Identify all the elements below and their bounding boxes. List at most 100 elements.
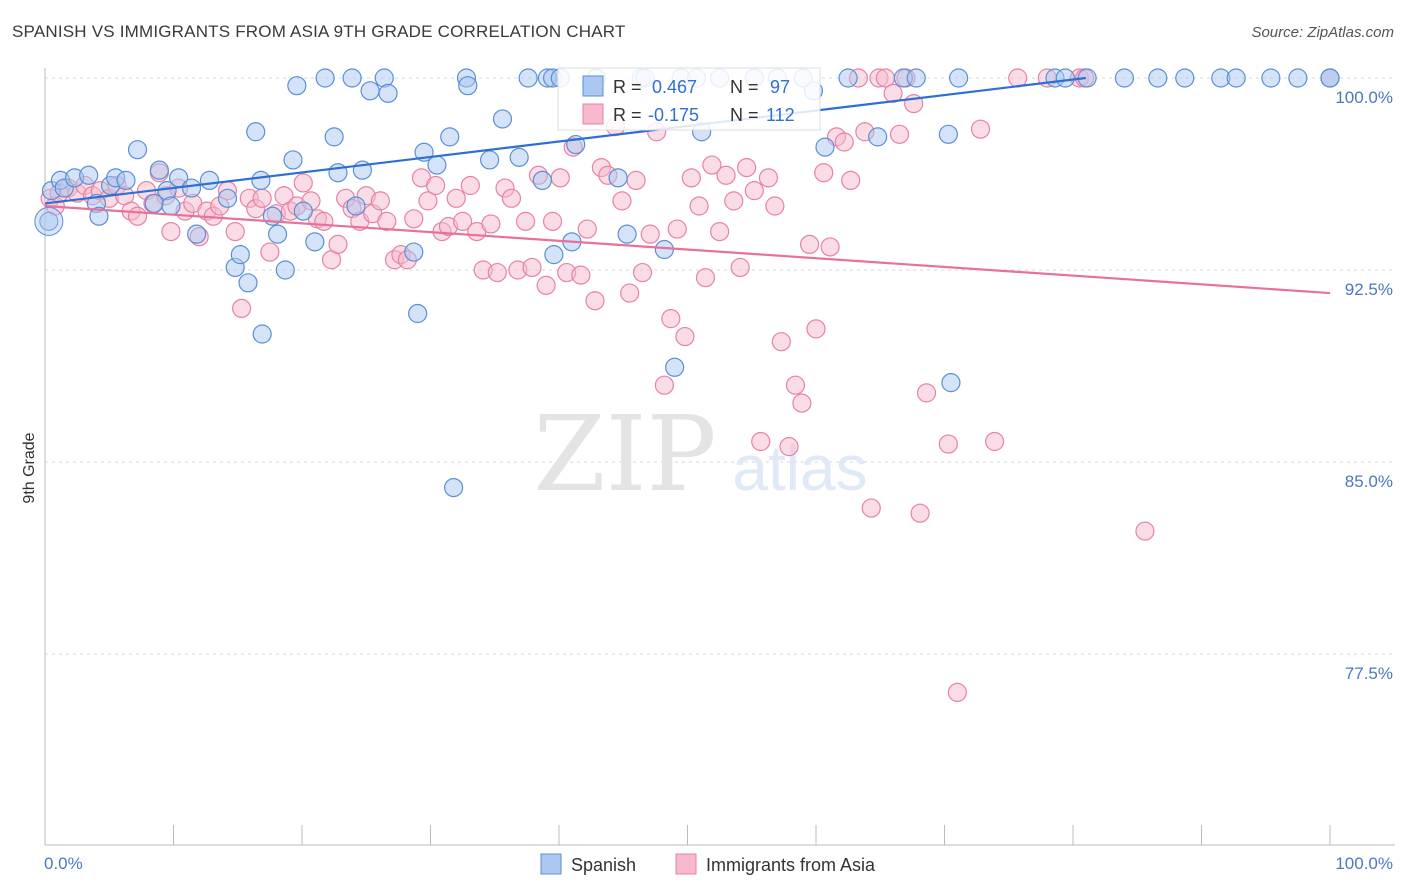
spanish-point-43 <box>404 242 424 262</box>
asia-point-71 <box>536 275 556 295</box>
asia-points <box>40 68 1340 703</box>
trend-lines <box>44 76 1331 295</box>
asia-point-89 <box>661 309 681 329</box>
spanish-point-18 <box>187 224 207 244</box>
asia-point-90 <box>667 219 687 239</box>
asia-point-114 <box>834 132 854 152</box>
spanish-point-84 <box>949 68 969 88</box>
asia-r-value: -0.175 <box>648 105 699 125</box>
spanish-point-58 <box>544 245 564 265</box>
series-legend: Spanish Immigrants from Asia <box>540 853 876 875</box>
spanish-point-13 <box>149 160 169 180</box>
spanish-point-35 <box>324 127 344 147</box>
asia-point-77 <box>577 219 597 239</box>
spanish-point-82 <box>938 124 958 144</box>
asia-point-41 <box>328 234 348 254</box>
asia-point-73 <box>550 168 570 188</box>
spanish-point-94 <box>1288 68 1308 88</box>
spanish-point-77 <box>815 137 835 157</box>
asia-point-125 <box>910 503 930 523</box>
asia-point-84 <box>626 170 646 190</box>
spanish-point-25 <box>251 170 271 190</box>
asia-point-54 <box>418 191 438 211</box>
spanish-point-28 <box>267 224 288 244</box>
asia-point-135 <box>1135 521 1155 541</box>
asia-point-85 <box>632 262 653 283</box>
spanish-n-label: N = <box>730 77 759 97</box>
spanish-point-22 <box>230 245 250 265</box>
asia-point-94 <box>695 268 716 288</box>
spanish-point-15 <box>161 196 181 216</box>
asia-point-59 <box>453 211 473 231</box>
spanish-point-81 <box>906 68 926 88</box>
asia-point-31 <box>260 242 280 262</box>
spanish-point-34 <box>315 68 335 88</box>
asia-point-100 <box>737 158 757 178</box>
spanish-point-68 <box>665 357 685 377</box>
asia-point-115 <box>841 170 861 190</box>
spanish-point-63 <box>608 168 628 188</box>
asia-point-66 <box>501 188 522 208</box>
asia-point-60 <box>460 175 480 196</box>
asia-point-102 <box>751 431 771 452</box>
asia-r-label: R = <box>613 105 642 125</box>
asia-point-131 <box>1008 68 1028 88</box>
asia-point-126 <box>916 383 937 403</box>
asia-point-99 <box>730 257 750 278</box>
spanish-point-32 <box>293 201 313 221</box>
stats-legend: R = 0.467 N = 97 R = -0.175 N = 112 <box>557 67 821 131</box>
spanish-point-23 <box>238 273 258 293</box>
spanish-point-54 <box>518 68 538 88</box>
y-axis-label: 9th Grade <box>21 432 38 503</box>
legend-asia-label[interactable]: Immigrants from Asia <box>706 855 876 875</box>
watermark: ZIP atlas <box>533 393 867 515</box>
spanish-point-53 <box>509 147 529 167</box>
spanish-point-50 <box>458 76 478 96</box>
y-tick-label-3: 77.5% <box>1345 664 1393 683</box>
spanish-point-38 <box>346 196 366 216</box>
asia-point-27 <box>232 298 252 318</box>
spanish-point-92 <box>1226 68 1246 88</box>
spanish-point-29 <box>275 260 295 280</box>
asia-point-36 <box>293 173 313 193</box>
spanish-point-44 <box>408 303 428 324</box>
spanish-point-large <box>34 206 64 236</box>
spanish-point-64 <box>617 224 637 244</box>
asia-point-130 <box>985 431 1005 452</box>
asia-point-17 <box>161 222 181 242</box>
legend-spanish-label[interactable]: Spanish <box>571 855 636 875</box>
asia-point-109 <box>799 234 820 254</box>
asia-point-107 <box>785 375 806 395</box>
asia-point-55 <box>426 175 446 196</box>
spanish-point-42 <box>378 83 398 103</box>
asia-swatch <box>582 103 604 125</box>
spanish-point-78 <box>838 68 858 88</box>
watermark-zip: ZIP <box>533 393 716 515</box>
spanish-point-55 <box>532 170 552 190</box>
asia-point-98 <box>724 191 744 211</box>
y-tick-label-0: 100.0% <box>1335 88 1393 107</box>
asia-point-68 <box>515 211 536 231</box>
spanish-point-96 <box>1320 68 1340 88</box>
spanish-r-label: R = <box>613 77 642 97</box>
asia-trend-line <box>44 204 1331 295</box>
asia-point-88 <box>654 375 674 395</box>
legend-asia-swatch[interactable] <box>675 853 697 875</box>
y-tick-labels: 100.0% 92.5% 85.0% 77.5% <box>1335 88 1393 683</box>
spanish-point-26 <box>252 324 272 344</box>
spanish-r-value: 0.467 <box>652 77 697 97</box>
spanish-point-10 <box>116 170 136 190</box>
asia-point-69 <box>522 257 542 278</box>
spanish-point-93 <box>1261 68 1281 88</box>
asia-n-label: N = <box>730 105 759 125</box>
spanish-point-47 <box>440 127 460 147</box>
x-tick-label-0: 0.0% <box>44 854 83 873</box>
asia-point-101 <box>744 181 764 201</box>
asia-point-72 <box>542 211 563 231</box>
legend-spanish-swatch[interactable] <box>540 853 562 875</box>
spanish-n-value: 97 <box>770 77 790 97</box>
spanish-point-86 <box>1055 68 1075 88</box>
asia-point-92 <box>681 168 701 188</box>
spanish-trend-line <box>44 76 1086 205</box>
